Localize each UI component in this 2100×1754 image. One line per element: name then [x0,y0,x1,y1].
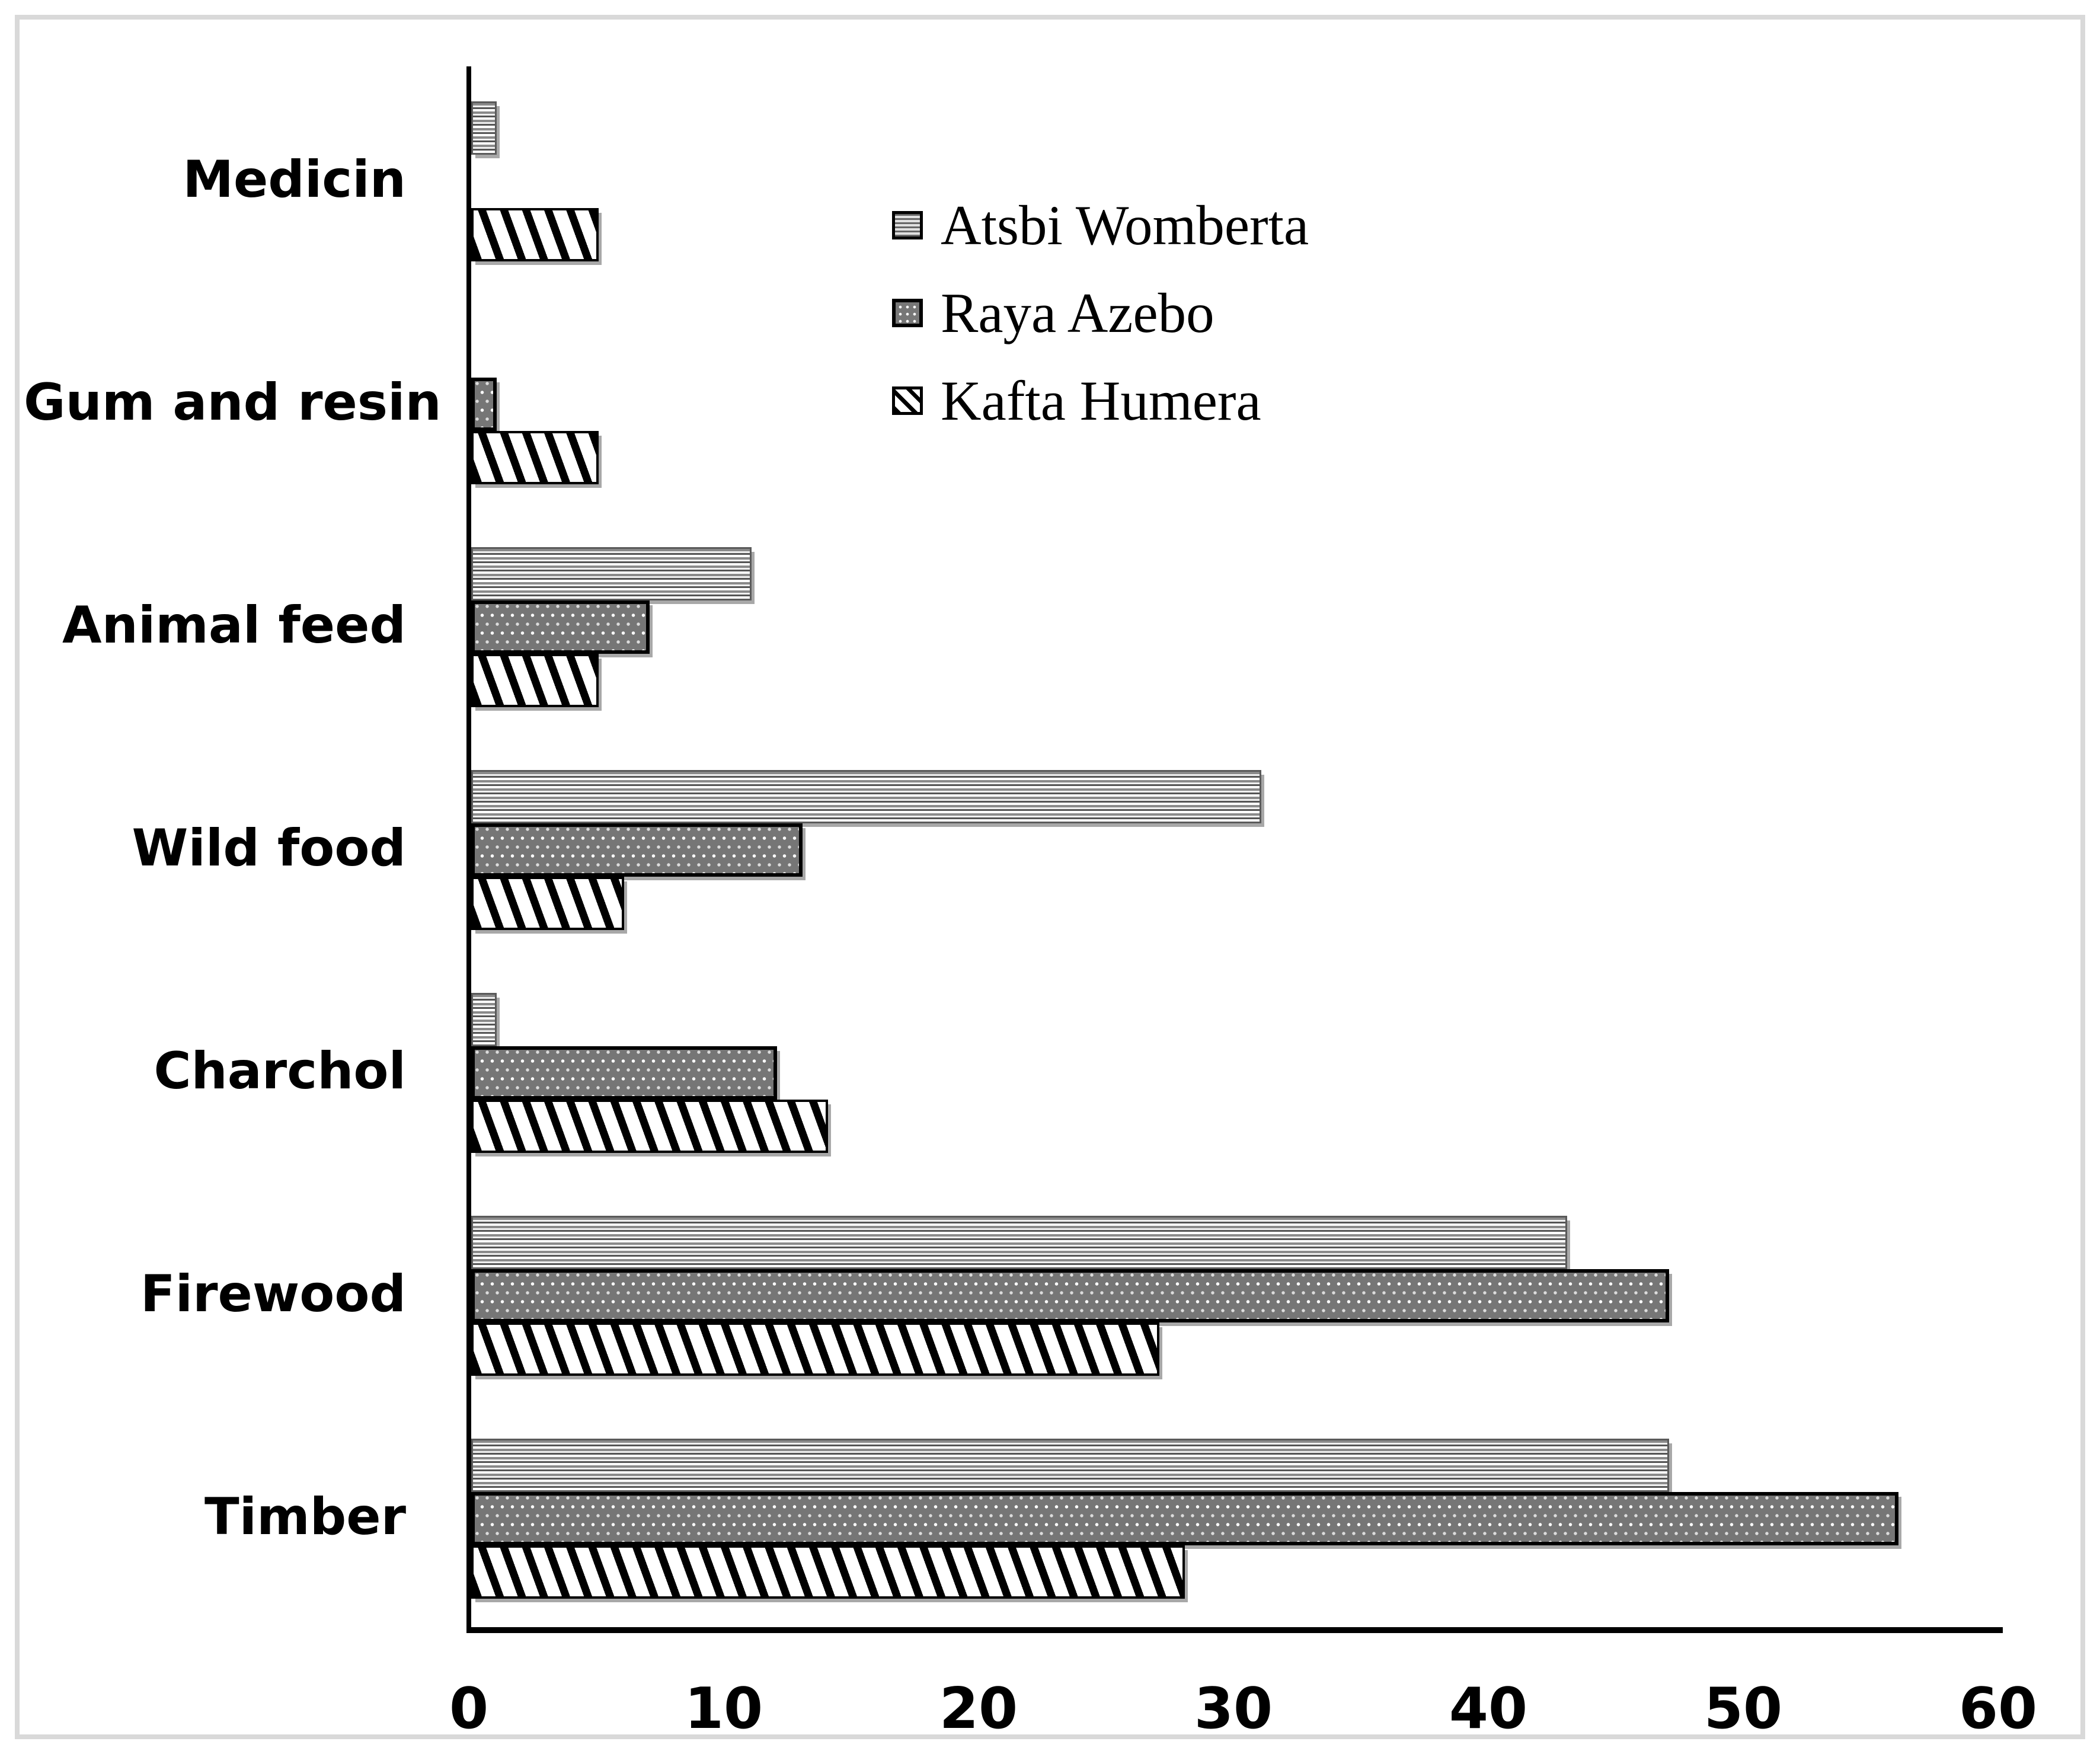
bar-firewood-raya-azebo [471,1269,1669,1322]
bar-charchol-atsbi-womberta [471,993,497,1046]
y-axis-line [466,66,471,1632]
bar-medicin-atsbi-womberta [471,101,497,155]
category-label-medicin: Medicin [183,150,406,209]
x-tick-40: 40 [1449,1676,1528,1742]
x-tick-30: 30 [1194,1676,1273,1742]
x-tick-20: 20 [939,1676,1018,1742]
category-label-gum-and-resin: Gum and resin [24,373,442,432]
legend-label-raya-azebo: Raya Azebo [941,281,1214,344]
x-tick-50: 50 [1703,1676,1783,1742]
bar-gum-and-resin-kafta-humera [471,431,599,484]
category-label-wild-food: Wild food [132,819,406,878]
bar-animal-feed-atsbi-womberta [471,547,752,600]
bar-firewood-kafta-humera [471,1322,1159,1376]
bar-gum-and-resin-raya-azebo [471,378,497,431]
legend: Atsbi Womberta Raya Azebo Kafta Humera [892,181,1309,445]
legend-item-kafta-humera: Kafta Humera [892,357,1309,445]
bar-timber-atsbi-womberta [471,1439,1669,1492]
legend-label-atsbi-womberta: Atsbi Womberta [941,193,1309,257]
bar-wild-food-atsbi-womberta [471,770,1261,823]
bar-charchol-kafta-humera [471,1100,828,1153]
bar-timber-raya-azebo [471,1492,1898,1545]
x-tick-0: 0 [449,1676,489,1742]
bar-wild-food-raya-azebo [471,823,803,877]
x-axis-line [466,1627,2003,1633]
legend-swatch-raya-azebo [892,299,923,327]
bar-medicin-kafta-humera [471,208,599,261]
category-label-charchol: Charchol [154,1041,406,1101]
bar-timber-kafta-humera [471,1545,1185,1599]
legend-label-kafta-humera: Kafta Humera [941,369,1261,432]
legend-swatch-kafta-humera [892,386,923,415]
legend-item-raya-azebo: Raya Azebo [892,269,1309,357]
bar-animal-feed-kafta-humera [471,654,599,707]
bar-charchol-raya-azebo [471,1046,777,1100]
bar-wild-food-kafta-humera [471,877,624,930]
category-label-firewood: Firewood [140,1264,406,1324]
bar-firewood-atsbi-womberta [471,1216,1567,1269]
category-label-timber: Timber [204,1487,406,1547]
category-label-animal-feed: Animal feed [62,596,406,655]
legend-swatch-atsbi-womberta [892,211,923,239]
legend-item-atsbi-womberta: Atsbi Womberta [892,181,1309,269]
x-tick-60: 60 [1958,1676,2038,1742]
bar-animal-feed-raya-azebo [471,600,650,654]
x-tick-10: 10 [684,1676,763,1742]
